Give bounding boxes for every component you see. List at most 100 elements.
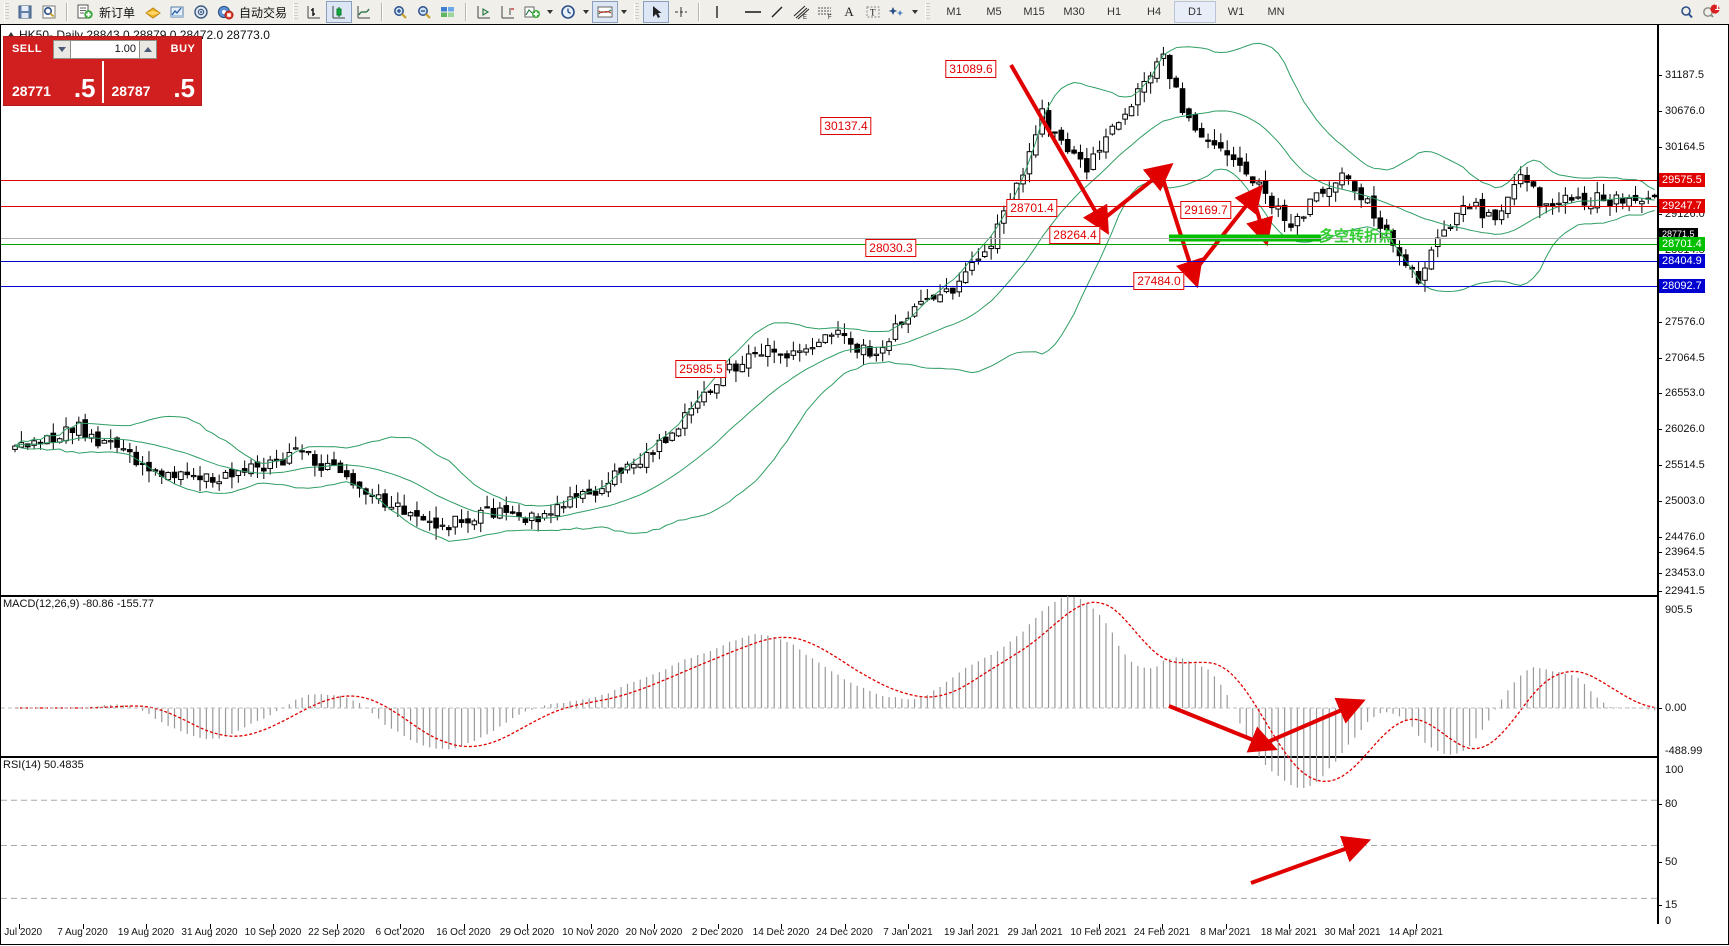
volume-increment-button[interactable] xyxy=(139,39,157,59)
vertical-line-icon[interactable] xyxy=(705,2,729,22)
date-tick-label: 8 Jul 2020 xyxy=(0,927,43,938)
toolbar-grip-3[interactable] xyxy=(634,3,640,21)
auto-trading-icon[interactable] xyxy=(213,2,237,22)
price-badge-resistance-1: 29575.5 xyxy=(1659,173,1705,187)
buy-button[interactable]: BUY xyxy=(170,43,196,55)
zoom-in-icon[interactable] xyxy=(388,2,412,22)
price-annotation[interactable]: 28264.4 xyxy=(1049,226,1101,244)
period-dropdown-caret[interactable] xyxy=(583,10,590,14)
horizontal-line-icon[interactable] xyxy=(741,2,765,22)
shapes-dropdown-caret[interactable] xyxy=(912,10,919,14)
price-tick: 23964.5 xyxy=(1657,546,1705,558)
templates-icon[interactable] xyxy=(592,1,619,23)
indicators-dropdown-caret[interactable] xyxy=(547,10,554,14)
price-annotation[interactable]: 31089.6 xyxy=(945,60,997,78)
gold-icon[interactable] xyxy=(141,2,165,22)
line-chart-icon[interactable] xyxy=(352,2,376,22)
rsi-tick: 15 xyxy=(1657,899,1677,911)
volume-stepper[interactable]: 1.00 xyxy=(50,37,160,61)
toolbar-grip-2[interactable] xyxy=(293,3,299,21)
navigator-icon[interactable] xyxy=(189,2,213,22)
rsi-indicator-label[interactable]: RSI(14) 50.4835 xyxy=(3,759,84,771)
templates-dropdown-caret[interactable] xyxy=(621,10,628,14)
alerts-icon[interactable]: 1 xyxy=(1699,2,1723,22)
main-toolbar: 新订单 自动交易 xyxy=(0,0,1729,25)
tab-timeframe-m30[interactable]: M30 xyxy=(1063,6,1085,18)
resistance-line-2[interactable] xyxy=(1,206,1657,207)
price-tick: 26553.0 xyxy=(1657,387,1705,399)
save-icon[interactable] xyxy=(13,2,37,22)
tab-timeframe-m1[interactable]: M1 xyxy=(946,6,962,18)
price-annotation[interactable]: 30137.4 xyxy=(820,117,872,135)
price-annotation[interactable]: 28030.3 xyxy=(865,239,917,257)
sell-button[interactable]: SELL xyxy=(11,43,43,55)
sell-price[interactable]: 28771 .5 xyxy=(4,61,104,103)
price-tick: 26026.0 xyxy=(1657,423,1705,435)
turning-point-annotation[interactable]: 多空转折点 xyxy=(1319,228,1395,245)
support-line-2[interactable] xyxy=(1,286,1657,287)
date-tick-mark xyxy=(527,924,528,929)
toolbar-separator-5 xyxy=(698,3,701,21)
tab-timeframe-h4[interactable]: H4 xyxy=(1147,6,1162,18)
crosshair-icon[interactable] xyxy=(669,2,693,22)
date-tick-label: 10 Nov 2020 xyxy=(562,927,619,938)
auto-trading-label[interactable]: 自动交易 xyxy=(239,5,288,20)
indicators-icon[interactable] xyxy=(520,2,544,22)
tab-timeframe-m15[interactable]: M15 xyxy=(1023,6,1045,18)
text-icon[interactable]: A xyxy=(844,4,854,19)
text-label-icon[interactable]: T xyxy=(861,2,885,22)
date-tick-mark xyxy=(1416,924,1417,929)
fibonacci-icon[interactable]: F xyxy=(813,2,837,22)
date-tick-mark xyxy=(1352,924,1354,929)
zoom-out-icon[interactable] xyxy=(412,2,436,22)
trend-line-icon[interactable] xyxy=(765,2,789,22)
chart-window[interactable]: HK50-,Daily 28843.0 28879.0 28472.0 2877… xyxy=(0,24,1729,945)
support-line-1[interactable] xyxy=(1,261,1657,262)
alert-count-badge: 1 xyxy=(1714,2,1720,13)
date-tick-mark xyxy=(1098,924,1100,929)
collapse-triangle-icon[interactable] xyxy=(7,32,15,38)
cursor-icon[interactable] xyxy=(643,1,670,23)
price-annotation[interactable]: 28701.4 xyxy=(1006,199,1058,217)
toolbar-grip[interactable] xyxy=(4,3,9,21)
tab-timeframe-h1[interactable]: H1 xyxy=(1107,6,1122,18)
auto-scroll-icon[interactable] xyxy=(496,2,520,22)
toolbar-grip-4[interactable] xyxy=(925,3,931,21)
date-tick-mark xyxy=(908,924,909,929)
find-icon[interactable] xyxy=(1675,2,1699,22)
new-order-icon[interactable] xyxy=(73,2,97,22)
tab-timeframe-m5[interactable]: M5 xyxy=(986,6,1002,18)
volume-decrement-button[interactable] xyxy=(53,39,71,59)
date-tick-mark xyxy=(590,924,592,929)
one-click-trading-panel[interactable]: SELL 1.00 BUY 28771 .5 28787 .5 xyxy=(3,36,202,106)
price-tick: 30676.0 xyxy=(1657,105,1705,117)
market-watch-icon[interactable] xyxy=(165,2,189,22)
svg-text:E: E xyxy=(803,15,807,20)
date-tick-mark xyxy=(400,924,401,929)
macd-indicator-label[interactable]: MACD(12,26,9) -80.86 -155.77 xyxy=(3,598,155,610)
equidistant-channel-icon[interactable]: E xyxy=(789,2,813,22)
shapes-icon[interactable] xyxy=(885,2,909,22)
price-annotation[interactable]: 27484.0 xyxy=(1133,272,1185,290)
price-annotation[interactable]: 25985.5 xyxy=(675,360,727,378)
buy-price[interactable]: 28787 .5 xyxy=(104,61,202,103)
date-tick-label: 29 Jan 2021 xyxy=(1007,927,1063,938)
price-tick: 30164.5 xyxy=(1657,141,1705,153)
support-line-green[interactable] xyxy=(1,244,1657,245)
new-order-label[interactable]: 新订单 xyxy=(99,5,136,20)
candlestick-icon[interactable] xyxy=(326,1,353,23)
volume-input[interactable]: 1.00 xyxy=(71,39,139,59)
price-annotation[interactable]: 29169.7 xyxy=(1180,201,1232,219)
chart-shift-icon[interactable] xyxy=(472,2,496,22)
resistance-line-1[interactable] xyxy=(1,180,1657,181)
tab-timeframe-mn[interactable]: MN xyxy=(1267,6,1285,18)
clock-icon[interactable] xyxy=(556,2,580,22)
price-tick: 31187.5 xyxy=(1657,69,1704,81)
tab-timeframe-w1[interactable]: W1 xyxy=(1227,6,1245,18)
date-tick-mark xyxy=(971,924,973,929)
tab-timeframe-d1[interactable]: D1 xyxy=(1174,1,1217,23)
tile-windows-icon[interactable] xyxy=(436,2,460,22)
bar-chart-icon[interactable] xyxy=(302,2,326,22)
date-tick-label: 29 Oct 2020 xyxy=(499,927,555,938)
search-icon[interactable] xyxy=(37,2,61,22)
